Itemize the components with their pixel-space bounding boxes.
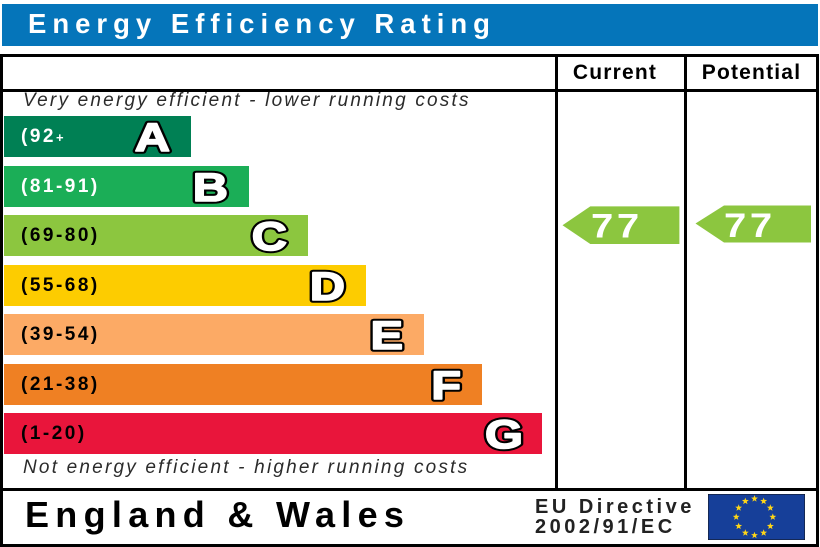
svg-text:C: C xyxy=(252,215,287,256)
svg-text:A: A xyxy=(135,116,170,157)
svg-text:77: 77 xyxy=(724,206,776,244)
svg-text:A: A xyxy=(135,116,170,157)
svg-text:B: B xyxy=(193,166,228,207)
svg-text:D: D xyxy=(310,265,345,306)
svg-text:F: F xyxy=(431,364,461,405)
svg-text:77: 77 xyxy=(591,206,643,244)
svg-text:C: C xyxy=(252,215,287,256)
svg-text:E: E xyxy=(370,314,403,355)
svg-text:G: G xyxy=(485,413,523,454)
svg-text:G: G xyxy=(485,413,523,454)
svg-text:D: D xyxy=(310,265,345,306)
svg-text:F: F xyxy=(431,364,461,405)
svg-text:E: E xyxy=(370,314,403,355)
svg-text:B: B xyxy=(193,166,228,207)
